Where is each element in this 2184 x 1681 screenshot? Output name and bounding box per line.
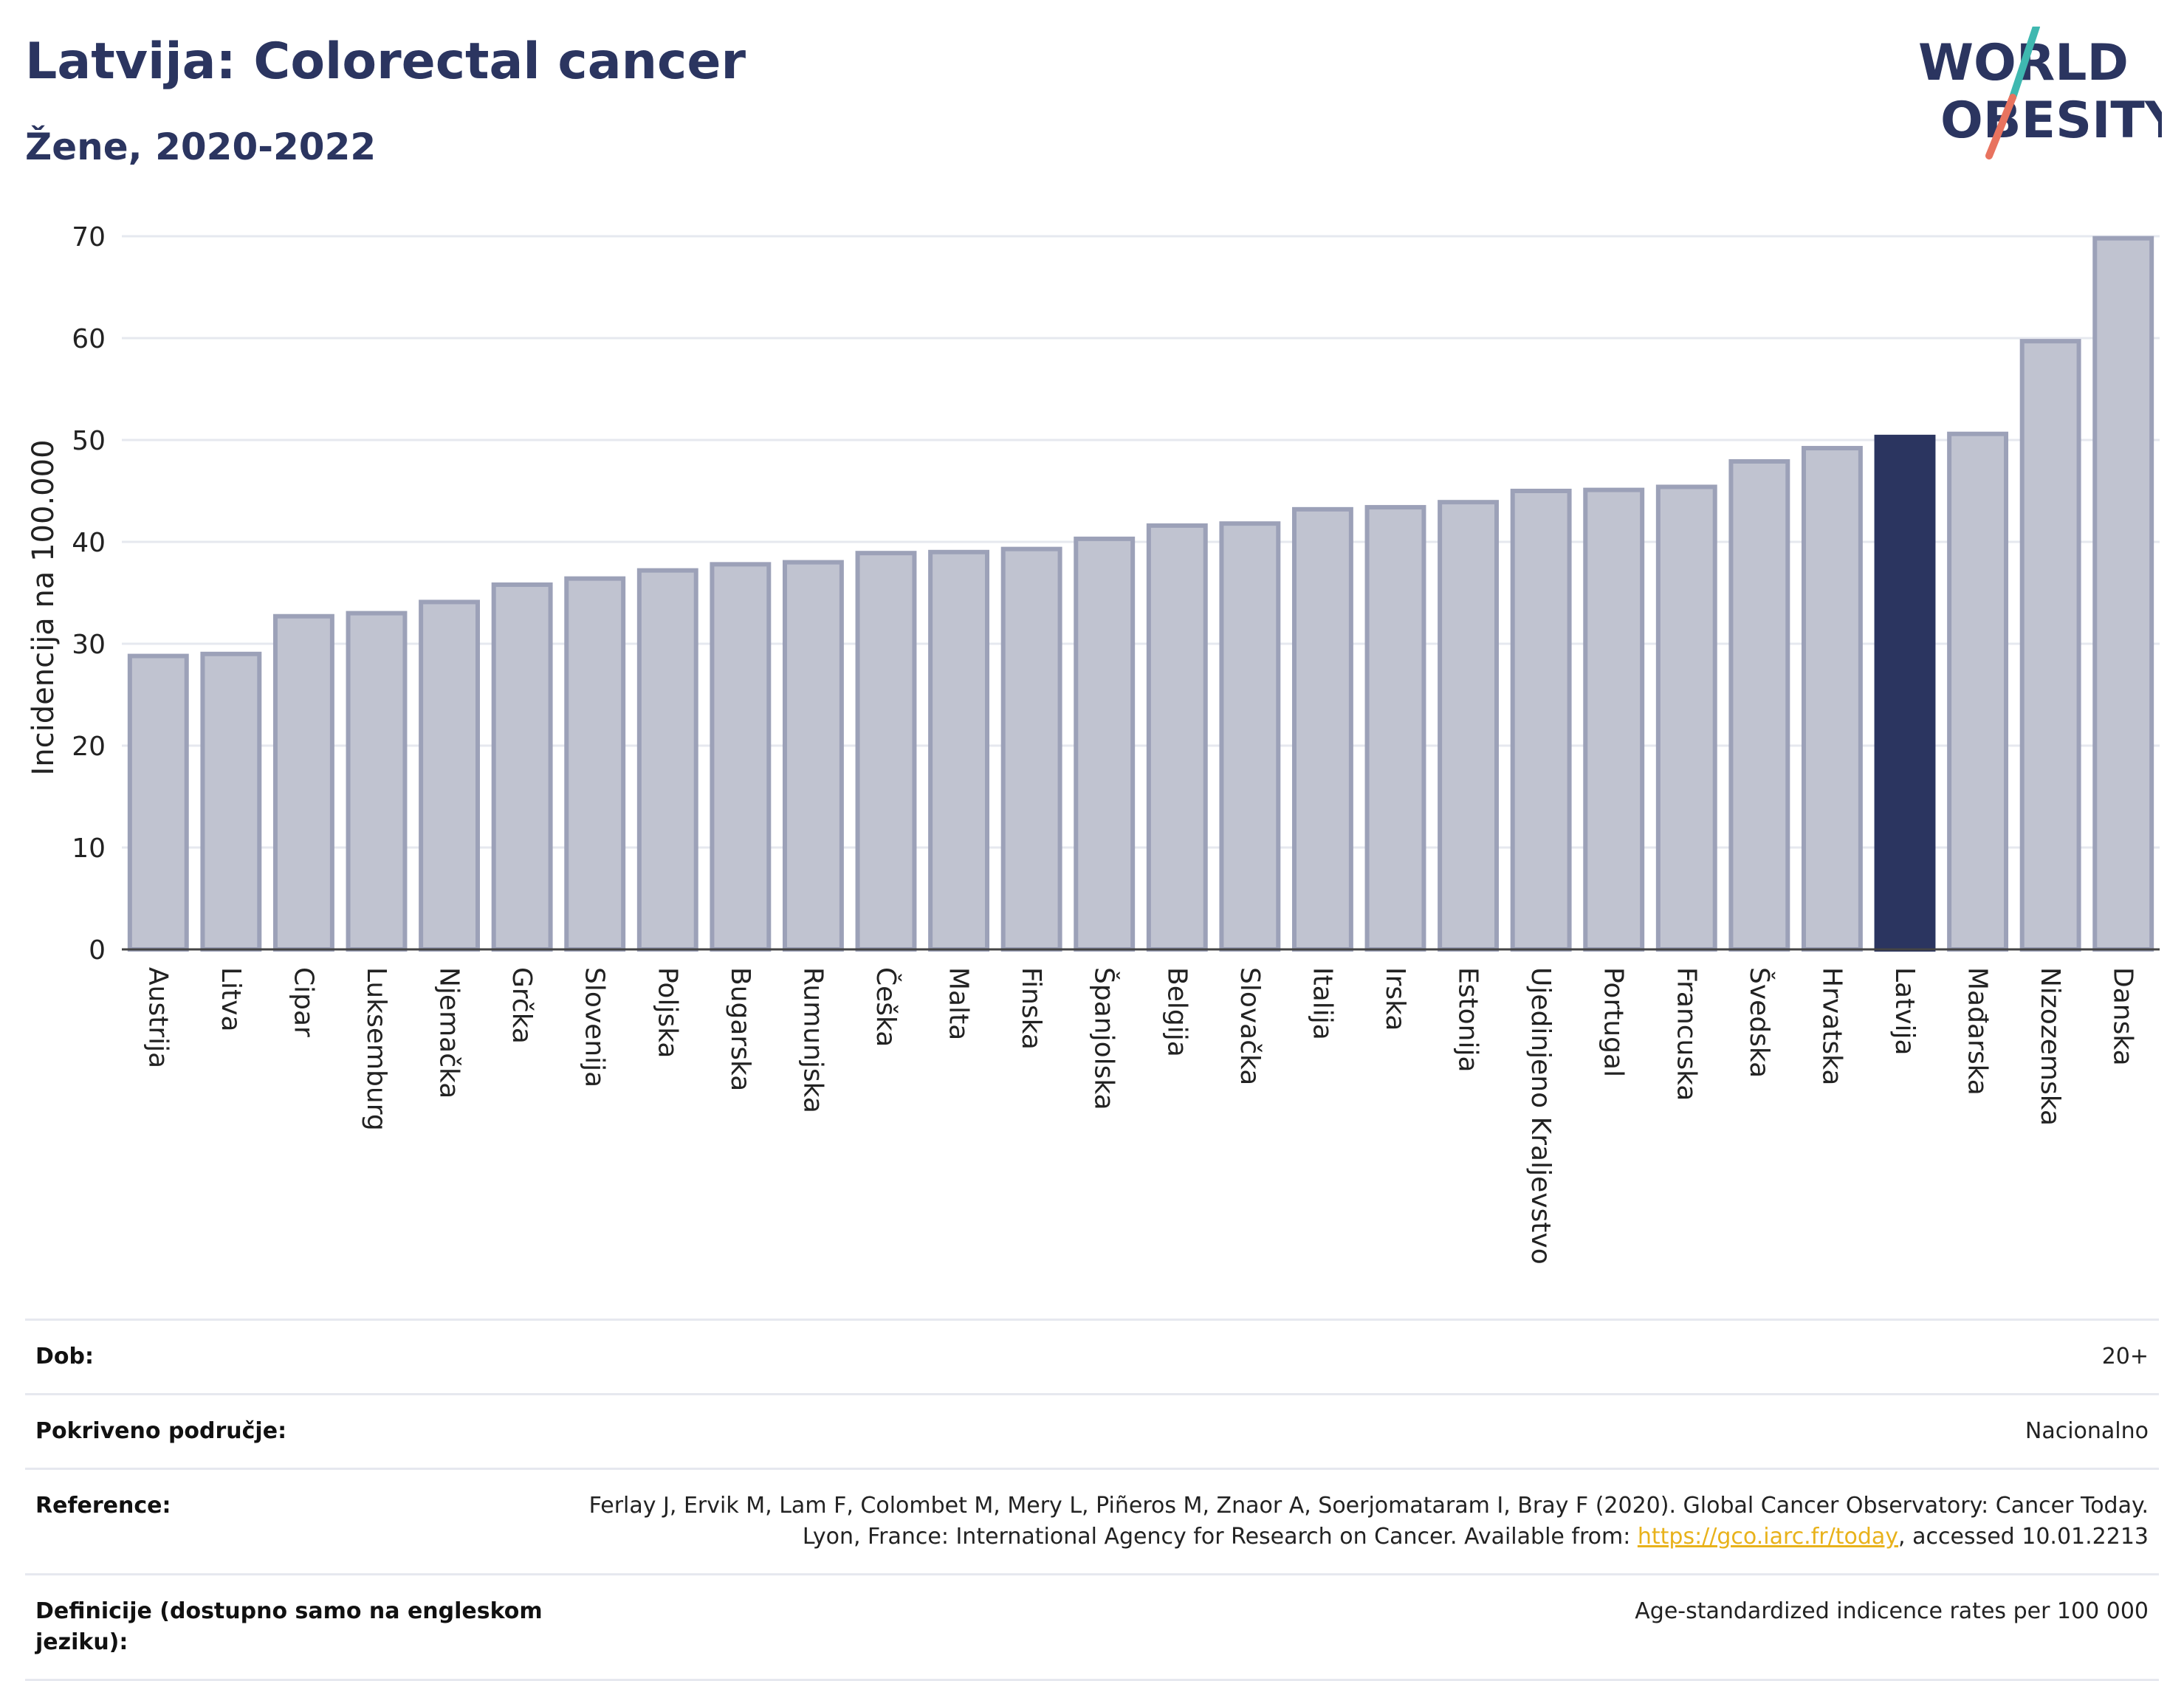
x-tick-label: Italija: [1307, 967, 1337, 1040]
bar-finska: [1000, 546, 1062, 952]
y-tick-label: 30: [72, 630, 106, 660]
bar-irska: [1364, 505, 1426, 952]
x-tick-label: Francuska: [1671, 967, 1701, 1101]
logo-text-obesity: OBESITY: [1940, 92, 2162, 150]
bar-latvija: [1874, 434, 1936, 952]
y-axis-ticks: 0 10 20 30 40 50 60 70: [72, 222, 106, 966]
reference-text: Ferlay J, Ervik M, Lam F, Colombet M, Me…: [588, 1493, 2149, 1550]
x-tick-label: Irska: [1380, 967, 1410, 1031]
page-subtitle: Žene, 2020-2022: [25, 126, 377, 168]
x-tick-label: Belgija: [1161, 967, 1192, 1057]
x-tick-label: Cipar: [288, 967, 318, 1037]
y-tick-label: 70: [72, 222, 106, 252]
metadata-table: Dob: 20+ Pokriveno područje: Nacionalno …: [25, 1319, 2159, 1681]
bar-hrvatska: [1801, 446, 1863, 952]
x-tick-label: Slovenija: [580, 967, 610, 1087]
bar-španjolska: [1074, 536, 1136, 952]
world-obesity-logo: WORLD OBESITY: [1918, 27, 2162, 159]
bar-ujedinjeno-kraljevstvo: [1510, 489, 1572, 952]
reference-link[interactable]: https://gco.iarc.fr/today: [1637, 1524, 1899, 1550]
x-tick-label: Latvija: [1889, 967, 1920, 1056]
x-tick-label: Bugarska: [725, 967, 755, 1091]
meta-row-definitions: Definicije (dostupno samo na engleskom j…: [25, 1573, 2159, 1681]
bar-litva: [200, 651, 262, 952]
meta-row-age: Dob: 20+: [25, 1319, 2159, 1393]
meta-label-reference: Reference:: [35, 1493, 171, 1519]
x-tick-label: Slovačka: [1234, 967, 1265, 1085]
meta-label-age: Dob:: [35, 1344, 94, 1369]
chart-bars: [127, 236, 2154, 952]
x-tick-label: Švedska: [1744, 967, 1775, 1078]
x-tick-label: Portugal: [1598, 967, 1629, 1077]
y-tick-label: 50: [72, 426, 106, 456]
y-axis-label: Incidencija na 100.000: [27, 439, 61, 775]
meta-value-age: 20+: [2101, 1344, 2149, 1369]
bar-malta: [928, 549, 990, 952]
meta-label-coverage: Pokriveno područje:: [35, 1418, 287, 1444]
meta-value-reference: Ferlay J, Ervik M, Lam F, Colombet M, Me…: [561, 1491, 2149, 1553]
x-tick-label: Malta: [944, 967, 974, 1040]
x-tick-label: Španjolska: [1089, 967, 1120, 1110]
y-tick-label: 0: [89, 935, 106, 966]
bar-italija: [1291, 506, 1353, 952]
meta-value-coverage: Nacionalno: [2025, 1418, 2149, 1444]
x-tick-label: Estonija: [1453, 967, 1483, 1073]
x-tick-label: Austrija: [142, 967, 173, 1068]
bar-slovenija: [564, 576, 626, 952]
bar-portugal: [1583, 487, 1645, 952]
x-tick-label: Litva: [216, 967, 246, 1032]
y-tick-label: 10: [72, 833, 106, 864]
x-tick-label: Njemačka: [434, 967, 464, 1099]
meta-row-reference: Reference: Ferlay J, Ervik M, Lam F, Col…: [25, 1468, 2159, 1573]
logo-slash-bottom: [1985, 94, 2016, 159]
bar-estonija: [1438, 500, 1500, 952]
logo-slash-top: [2009, 27, 2040, 101]
bar-luksemburg: [346, 611, 408, 952]
x-tick-label: Mađarska: [1962, 967, 1993, 1096]
bar-bugarska: [710, 562, 772, 952]
bar-belgija: [1146, 523, 1208, 952]
x-tick-label: Finska: [1016, 967, 1046, 1050]
bar-švedska: [1728, 458, 1790, 952]
bar-slovačka: [1219, 521, 1281, 952]
bar-chart: 0 10 20 30 40 50 60 70 Austrija Litva Cipar Luksem…: [27, 222, 2160, 1265]
bar-francuska: [1655, 484, 1717, 952]
x-tick-label: Danska: [2108, 967, 2138, 1066]
x-tick-label: Poljska: [652, 967, 682, 1059]
reference-accessed: , accessed 10.01.2213: [1898, 1524, 2149, 1550]
x-tick-label: Hrvatska: [1816, 967, 1847, 1085]
meta-value-definitions: Age-standardized indicence rates per 100…: [1635, 1598, 2149, 1624]
bar-rumunjska: [782, 560, 844, 952]
x-tick-label: Ujedinjeno Kraljevstvo: [1525, 967, 1556, 1265]
x-tick-label: Nizozemska: [2035, 967, 2065, 1126]
x-tick-label: Grčka: [506, 967, 537, 1044]
bar-nizozemska: [2019, 339, 2081, 952]
bar-danska: [2092, 236, 2154, 952]
x-axis-labels: Austrija Litva Cipar Luksemburg Njemačka Grčk…: [142, 967, 2137, 1265]
bar-austrija: [127, 653, 189, 952]
meta-label-definitions: Definicije (dostupno samo na engleskom j…: [35, 1598, 543, 1655]
bar-mađarska: [1947, 431, 2009, 952]
x-tick-label: Češka: [870, 967, 902, 1047]
y-tick-label: 20: [72, 732, 106, 762]
bar-poljska: [636, 568, 698, 952]
y-tick-label: 60: [72, 324, 106, 354]
x-tick-label: Rumunjska: [797, 967, 828, 1113]
page-title: Latvija: Colorectal cancer: [25, 32, 746, 91]
y-tick-label: 40: [72, 528, 106, 558]
bar-cipar: [272, 613, 334, 952]
x-tick-label: Luksemburg: [361, 967, 391, 1131]
bar-češka: [855, 551, 917, 952]
meta-row-coverage: Pokriveno područje: Nacionalno: [25, 1393, 2159, 1468]
bar-njemačka: [419, 599, 481, 952]
bar-grčka: [491, 582, 553, 952]
